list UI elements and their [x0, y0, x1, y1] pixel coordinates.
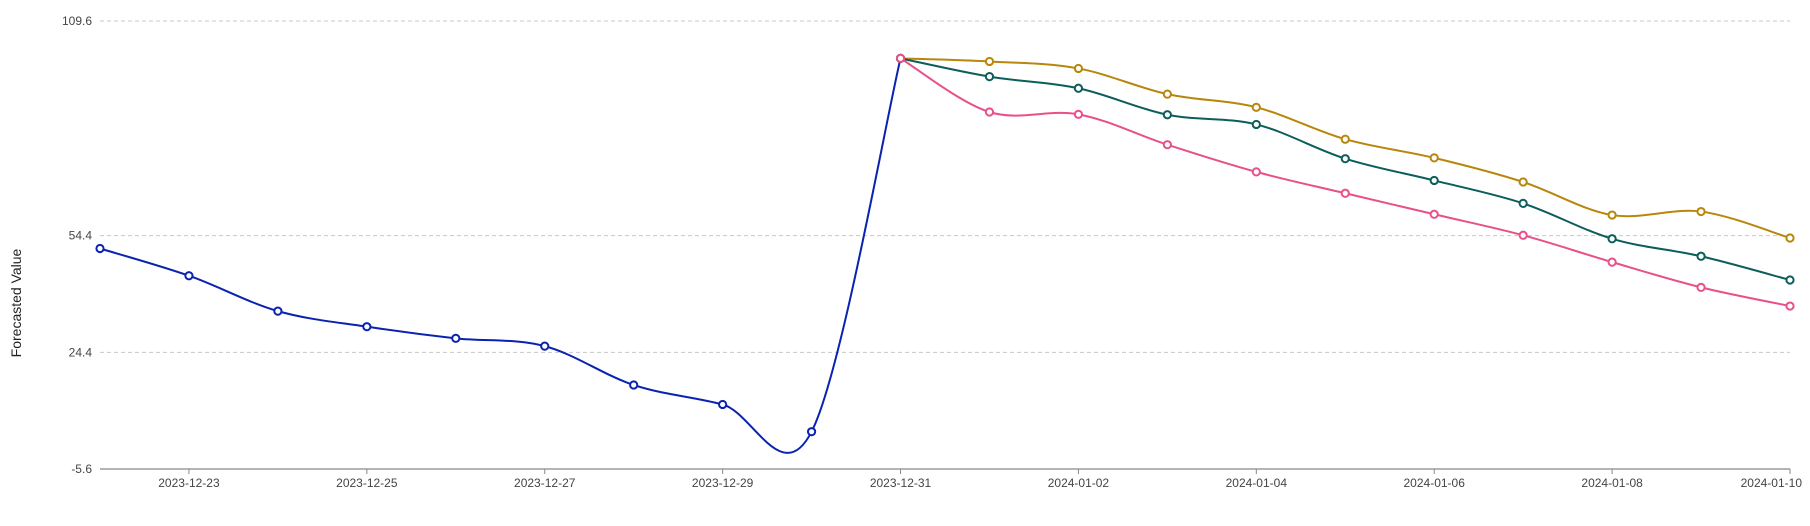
x-tick-label: 2023-12-23: [158, 476, 220, 490]
data-point: [1162, 89, 1172, 99]
x-tick-label: 2024-01-02: [1048, 476, 1110, 490]
y-axis-title: Forecasted Value: [8, 248, 24, 357]
data-point: [1696, 251, 1706, 261]
data-point: [540, 341, 550, 351]
data-point: [184, 271, 194, 281]
data-point: [1429, 209, 1439, 219]
data-point: [1162, 140, 1172, 150]
data-point: [362, 322, 372, 332]
series-line: [99, 57, 902, 454]
data-point: [1785, 275, 1795, 285]
data-point: [95, 243, 105, 254]
data-point: [1162, 110, 1172, 120]
data-point: [1607, 234, 1617, 244]
data-point: [984, 72, 995, 82]
data-point: [1251, 102, 1261, 112]
data-point: [629, 380, 639, 390]
series-3: [895, 53, 1795, 285]
series-4: [895, 53, 1795, 311]
data-point: [1785, 233, 1795, 243]
y-tick-label: -5.6: [71, 462, 92, 476]
data-point: [984, 56, 995, 67]
y-tick-label: 24.4: [69, 345, 93, 359]
x-tick-label: 2024-01-06: [1404, 476, 1466, 490]
series-2: [895, 53, 1795, 243]
data-point: [1251, 119, 1261, 130]
series-1: [95, 53, 906, 454]
data-point: [1429, 153, 1439, 163]
x-tick-label: 2024-01-04: [1226, 476, 1288, 490]
data-point: [1518, 177, 1528, 187]
axes: -5.6 24.4 54.4 109.6 2023-12-23 2023-12-25 202…: [62, 14, 1802, 490]
y-tick-label: 109.6: [62, 14, 92, 28]
data-point: [1073, 83, 1084, 93]
data-point: [1518, 198, 1528, 208]
gridlines: [100, 20, 1790, 353]
data-point: [1607, 210, 1617, 220]
x-tick-label: 2023-12-27: [514, 476, 576, 490]
series-line: [899, 57, 1791, 281]
data-point: [1518, 230, 1528, 240]
data-point: [1251, 167, 1261, 177]
x-tick-label: 2024-01-10: [1741, 476, 1803, 490]
x-tick-label: 2024-01-08: [1581, 476, 1643, 490]
data-point: [451, 333, 461, 343]
data-point: [984, 107, 995, 117]
x-tick-label: 2023-12-29: [692, 476, 754, 490]
data-point: [1429, 175, 1439, 186]
data-point: [1607, 257, 1617, 267]
data-point: [718, 399, 728, 410]
data-point: [1696, 206, 1706, 217]
data-point: [1785, 301, 1795, 311]
y-tick-label: 54.4: [69, 229, 93, 243]
x-tick-label: 2023-12-31: [870, 476, 932, 490]
data-point: [273, 306, 283, 316]
series-group: [95, 53, 1795, 454]
data-point: [806, 427, 817, 437]
data-point: [1340, 188, 1350, 198]
data-point: [1073, 109, 1084, 119]
series-line: [899, 57, 1791, 308]
data-point: [1340, 154, 1350, 164]
data-point: [895, 53, 906, 63]
data-point: [1340, 134, 1350, 144]
x-tick-label: 2023-12-25: [336, 476, 398, 490]
data-point: [1073, 63, 1084, 74]
data-point: [1696, 282, 1706, 292]
series-line: [899, 57, 1791, 239]
